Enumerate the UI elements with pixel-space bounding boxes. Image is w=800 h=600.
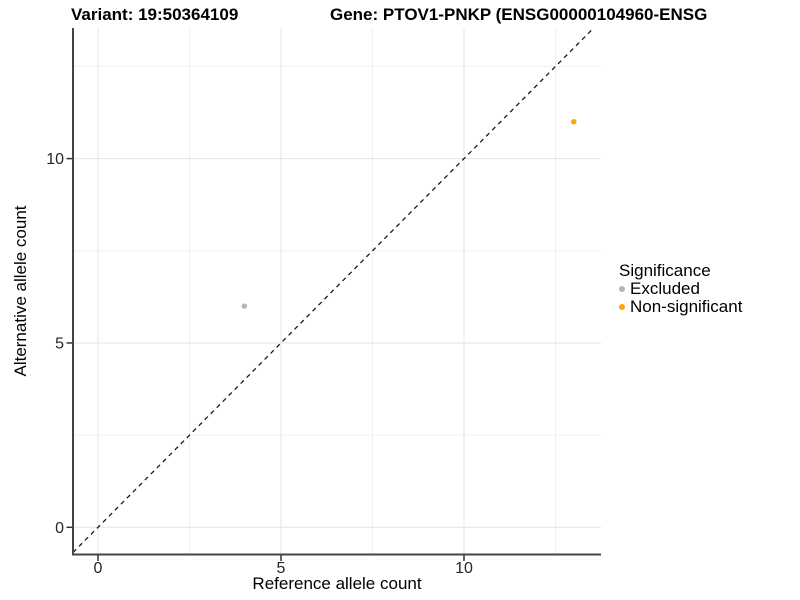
legend-item-non-significant: Non-significant [619,298,742,316]
legend: Significance Excluded Non-significant [619,261,742,316]
legend-label-non-significant: Non-significant [630,297,743,316]
legend-item-excluded: Excluded [619,280,742,298]
x-tick-label: 0 [94,560,103,577]
legend-dot-non-significant-icon [619,304,625,310]
legend-label-excluded: Excluded [630,279,700,298]
identity-line [72,27,595,553]
y-tick-label: 10 [46,151,64,168]
x-axis-title: Reference allele count [252,574,422,593]
plot-title-variant: Variant: 19:50364109 [71,5,239,24]
data-point-excluded [241,303,248,309]
legend-title: Significance [619,261,711,280]
plot-title-gene: Gene: PTOV1-PNKP (ENSG00000104960-ENSG [330,5,708,24]
y-tick-label: 0 [55,520,64,537]
x-tick-label: 5 [277,560,286,577]
y-tick-label: 5 [55,335,64,352]
data-point-non-significant [571,118,577,125]
legend-dot-excluded-icon [619,286,625,292]
x-tick-label: 10 [455,560,473,577]
y-axis-title: Alternative allele count [11,205,30,377]
